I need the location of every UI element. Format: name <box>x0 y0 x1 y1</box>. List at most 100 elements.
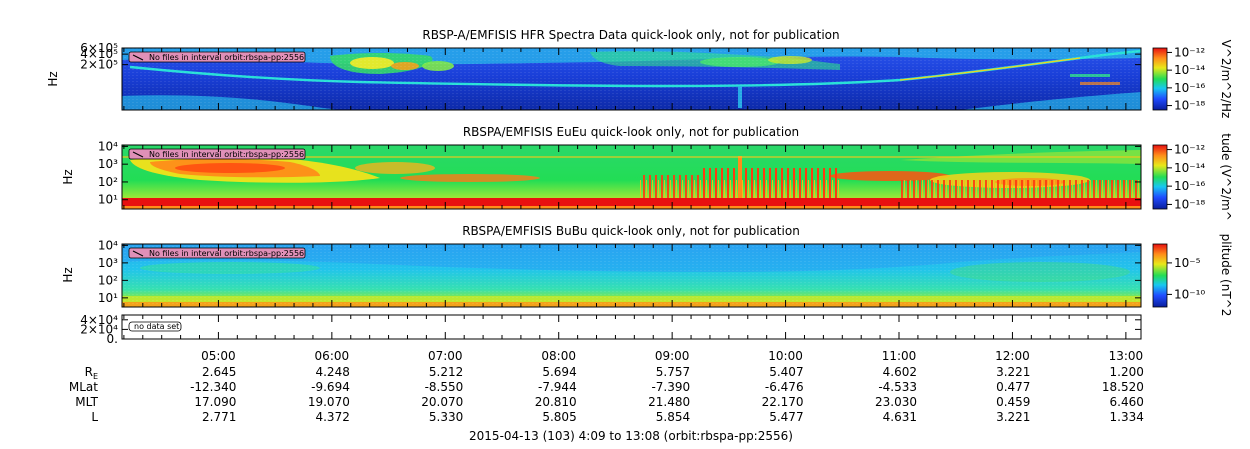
ephemeris-value: 5.854 <box>656 410 690 424</box>
hfr-panel-ylabel: Hz <box>46 71 60 86</box>
ephemeris-row-label: RE <box>85 365 98 381</box>
hfr-panel-title: RBSP-A/EMFISIS HFR Spectra Data quick-lo… <box>422 28 839 42</box>
time-caption: 2015-04-13 (103) 4:09 to 13:08 (orbit:rb… <box>469 429 793 443</box>
ephemeris-value: 2.771 <box>202 410 236 424</box>
ytick-label: 4×10⁴ <box>80 313 118 327</box>
ytick-label: 10³ <box>98 256 118 270</box>
no-data-annotation: no data set <box>134 322 179 331</box>
ephemeris-row-subscript: E <box>93 372 98 381</box>
xtick-label: 10:00 <box>768 349 803 363</box>
colorbar-tick-label: 10⁻⁵ <box>1174 256 1201 270</box>
eueu-colorbar: 10⁻¹² 10⁻¹⁴ 10⁻¹⁶ 10⁻¹⁸ tude (V^2/m^ <box>1152 133 1233 221</box>
ephemeris-value: -9.694 <box>311 380 350 394</box>
ephemeris-value: 3.221 <box>996 410 1030 424</box>
ephemeris-value: 23.030 <box>875 395 917 409</box>
ephemeris-value: 0.459 <box>996 395 1030 409</box>
ephemeris-value: -6.476 <box>765 380 804 394</box>
bubu-spectrogram <box>122 244 1141 307</box>
eueu-panel: RBSPA/EMFISIS EuEu quick-look only, not … <box>61 125 1233 221</box>
xtick-label: 13:00 <box>1109 349 1144 363</box>
bubu-colorbar-label: plitude (nT^2 <box>1219 234 1233 317</box>
time-axis-labels: 05:00 06:00 07:00 08:00 09:00 10:00 11:00 12:00… <box>201 349 1143 363</box>
ytick-label: 6×10⁵ <box>80 41 118 55</box>
ephemeris-value: 4.631 <box>883 410 917 424</box>
ephemeris-value: 1.200 <box>1110 365 1144 379</box>
ephemeris-value: -12.340 <box>190 380 236 394</box>
hfr-annotation-box: No files in interval orbit:rbspa-pp:2556 <box>128 51 306 63</box>
colorbar-tick-label: 10⁻¹⁸ <box>1174 197 1205 211</box>
no-data-box: no data set <box>128 321 182 332</box>
xtick-label: 12:00 <box>995 349 1030 363</box>
hfr-panel: RBSP-A/EMFISIS HFR Spectra Data quick-lo… <box>46 28 1233 118</box>
ephemeris-value: 5.757 <box>656 365 690 379</box>
bubu-colorbar-ticks: 10⁻⁵ 10⁻¹⁰ <box>1167 256 1205 301</box>
eueu-colorbar-label: tude (V^2/m^ <box>1219 133 1233 221</box>
eueu-annotation-box: No files in interval orbit:rbspa-pp:2556 <box>128 148 306 160</box>
colorbar-tick-label: 10⁻¹⁰ <box>1174 287 1205 301</box>
ephemeris-value: 0.477 <box>996 380 1030 394</box>
ytick-label: 10³ <box>98 157 118 171</box>
colorbar-tick-label: 10⁻¹⁶ <box>1174 81 1205 95</box>
hfr-colorbar: 10⁻¹² 10⁻¹⁴ 10⁻¹⁶ 10⁻¹⁸ V^2/m^2/Hz <box>1152 40 1233 118</box>
bubu-panel-title: RBSPA/EMFISIS BuBu quick-look only, not … <box>462 224 800 238</box>
ephemeris-value: 3.221 <box>996 365 1030 379</box>
colorbar-tick-label: 10⁻¹⁸ <box>1174 99 1205 113</box>
hfr-colorbar-ticks: 10⁻¹² 10⁻¹⁴ 10⁻¹⁶ 10⁻¹⁸ <box>1167 45 1205 113</box>
ephemeris-value: 6.460 <box>1110 395 1144 409</box>
ytick-label: 10¹ <box>98 193 118 207</box>
ephemeris-value: 5.694 <box>542 365 576 379</box>
ephemeris-value: 4.248 <box>315 365 349 379</box>
bubu-ytick-labels: 10⁴ 10³ 10² 10¹ <box>98 238 1141 305</box>
eueu-panel-title: RBSPA/EMFISIS EuEu quick-look only, not … <box>463 125 799 139</box>
bubu-panel-ylabel: Hz <box>61 267 75 282</box>
ephemeris-value: 2.645 <box>202 365 236 379</box>
ephemeris-value: 5.212 <box>429 365 463 379</box>
ephemeris-value: 5.805 <box>542 410 576 424</box>
bubu-annotation: No files in interval orbit:rbspa-pp:2556 <box>149 249 304 258</box>
eueu-panel-ylabel: Hz <box>61 169 75 184</box>
ephemeris-value: 5.407 <box>769 365 803 379</box>
eueu-annotation: No files in interval orbit:rbspa-pp:2556 <box>149 150 304 159</box>
ytick-label: 2×10⁴ <box>80 322 118 336</box>
ephemeris-value: 19.070 <box>308 395 350 409</box>
ephemeris-value: 20.070 <box>421 395 463 409</box>
bubu-panel: RBSPA/EMFISIS BuBu quick-look only, not … <box>61 224 1233 316</box>
ephemeris-value: 1.334 <box>1110 410 1144 424</box>
ephemeris-value: 21.480 <box>648 395 690 409</box>
ephemeris-value: 5.330 <box>429 410 463 424</box>
ephemeris-rows: RE 2.645 4.248 5.212 5.694 5.757 5.407 4.602 3.2… <box>69 365 1144 424</box>
colorbar-tick-label: 10⁻¹⁶ <box>1174 179 1205 193</box>
ephemeris-value: 4.372 <box>315 410 349 424</box>
ytick-label: 10¹ <box>98 291 118 305</box>
eueu-ytick-labels: 10⁴ 10³ 10² 10¹ <box>98 139 1141 207</box>
ytick-label: 10² <box>98 175 118 189</box>
ephemeris-row-label: MLat <box>69 380 98 394</box>
bubu-colorbar: 10⁻⁵ 10⁻¹⁰ plitude (nT^2 <box>1152 234 1233 317</box>
ephemeris-value: 22.170 <box>762 395 804 409</box>
ytick-label: 2×10⁵ <box>80 58 118 72</box>
colorbar-tick-label: 10⁻¹² <box>1174 143 1205 157</box>
xtick-label: 07:00 <box>428 349 463 363</box>
eueu-colorbar-ticks: 10⁻¹² 10⁻¹⁴ 10⁻¹⁶ 10⁻¹⁸ <box>1167 143 1205 211</box>
ephemeris-value: -4.533 <box>878 380 917 394</box>
ephemeris-row-label: MLT <box>75 395 98 409</box>
ephemeris-value: 20.810 <box>535 395 577 409</box>
ephemeris-row-label: L <box>91 410 98 424</box>
time-axis-ticks <box>123 48 1127 339</box>
ephemeris-value: 5.477 <box>769 410 803 424</box>
colorbar-tick-label: 10⁻¹² <box>1174 45 1205 59</box>
xtick-label: 11:00 <box>882 349 917 363</box>
ytick-label: 10² <box>98 273 118 287</box>
xtick-label: 08:00 <box>541 349 576 363</box>
ephemeris-value: -8.550 <box>425 380 464 394</box>
hfr-annotation: No files in interval orbit:rbspa-pp:2556 <box>149 53 304 62</box>
colorbar-tick-label: 10⁻¹⁴ <box>1174 161 1205 175</box>
ytick-label: 4×10⁵ <box>80 47 118 61</box>
ytick-label: 10⁴ <box>98 238 118 252</box>
ephemeris-value: 4.602 <box>883 365 917 379</box>
colorbar-tick-label: 10⁻¹⁴ <box>1174 63 1205 77</box>
